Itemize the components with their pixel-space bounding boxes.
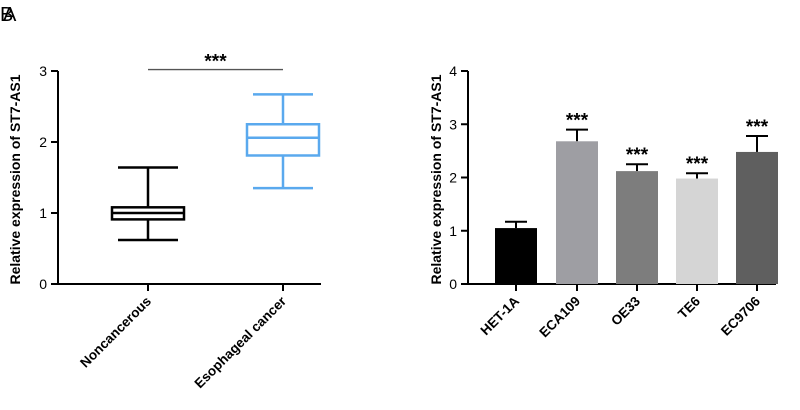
- x-category-label: TE6: [675, 293, 703, 321]
- y-axis-title: Relative expression of ST7-AS1: [428, 74, 444, 284]
- x-category-label: ECA109: [536, 294, 583, 341]
- y-tick-label: 1: [39, 205, 47, 221]
- bar-chart: 0 1 2 3 4 Relative expression of ST7-AS1 HET-1…: [428, 63, 778, 340]
- bar-significance-label: ***: [686, 154, 709, 175]
- y-tick-label: 3: [449, 116, 457, 132]
- box-iqr: [245, 123, 321, 157]
- x-category-label: Noncancerous: [77, 294, 154, 371]
- x-category-label: Esophageal cancer: [191, 293, 289, 391]
- bar-significance-label: ***: [746, 117, 769, 138]
- y-tick-label: 0: [449, 276, 457, 292]
- x-category-label: OE33: [608, 293, 643, 328]
- y-tick-label: 3: [39, 63, 47, 79]
- box-plot-chart: 0 1 2 3 Relative expression of ST7-AS1 Noncan…: [7, 52, 321, 391]
- bar: [556, 141, 598, 284]
- x-category-label: HET-1A: [478, 293, 523, 338]
- panel-letter-a: A: [3, 4, 17, 26]
- bar: [495, 228, 537, 284]
- bar: [616, 171, 658, 284]
- bar-significance-label: ***: [566, 111, 589, 132]
- x-category-label: EC9706: [718, 293, 763, 338]
- bar: [736, 151, 778, 284]
- panel-letter-b: B: [0, 4, 13, 26]
- y-tick-label: 2: [39, 134, 47, 150]
- bar-significance-label: ***: [626, 145, 649, 166]
- y-tick-label: 4: [449, 63, 457, 79]
- y-tick-label: 2: [449, 170, 457, 186]
- y-tick-label: 1: [449, 223, 457, 239]
- y-axis-title: Relative expression of ST7-AS1: [7, 74, 23, 284]
- y-tick-label: 0: [39, 276, 47, 292]
- significance-label: ***: [204, 52, 227, 73]
- bar: [676, 178, 718, 284]
